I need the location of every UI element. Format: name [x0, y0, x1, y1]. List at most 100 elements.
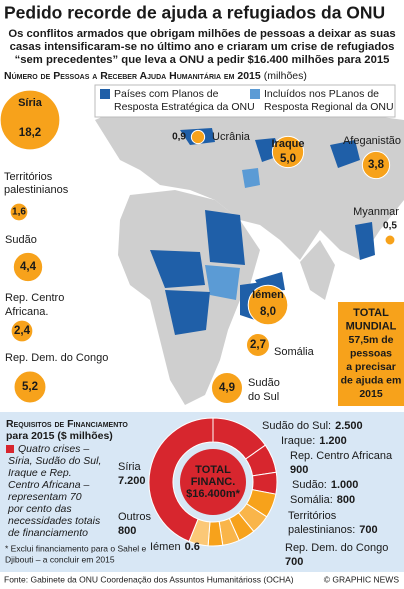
funding-heading: para 2015 ($ milhões)	[6, 430, 113, 442]
bubble-name: Sudão	[248, 377, 280, 389]
funding-label: Territórios	[288, 510, 337, 522]
funding-label: Iraque: 1.200	[281, 435, 347, 447]
funding-value: 900	[290, 464, 308, 476]
center-text: FINANC.	[191, 476, 236, 488]
total-text: 57,5m de	[349, 334, 394, 346]
bubble	[9, 202, 29, 222]
funding-label: palestinianos: 700	[288, 524, 378, 536]
funding-name: Sudão:	[292, 479, 327, 491]
bubble-value: 5,0	[280, 153, 296, 165]
funding-name: Iémen	[150, 541, 181, 553]
note-text: Centro Africana –	[8, 479, 89, 491]
subtitle: Os conflitos armados que obrigam milhões…	[8, 28, 395, 40]
note-text: de financiamento	[8, 527, 88, 539]
title: Pedido recorde de ajuda a refugiados da …	[4, 3, 385, 23]
bubble-name: Rep. Dem. do Congo	[5, 352, 108, 364]
funding-label: Outros	[118, 511, 152, 523]
legend-swatch	[250, 89, 260, 99]
subtitle: casas intensificaram-se no último ano e …	[10, 41, 395, 53]
subtitle: “sem precedentes” que leva a ONU a pedir…	[15, 54, 390, 66]
funding-value: 0.6	[185, 541, 200, 553]
funding-name: Sudão do Sul:	[262, 420, 331, 432]
legend-label: Resposta Estratégica da ONU	[114, 101, 255, 113]
funding-name: Somália:	[290, 494, 333, 506]
total-text: a precisar	[346, 361, 396, 373]
bubble-name: do Sul	[248, 391, 279, 403]
credit: © GRAPHIC NEWS	[324, 574, 400, 584]
bubble-name: Territórios	[4, 171, 53, 183]
legend-label: Incluídos nos PLanos de	[264, 88, 379, 100]
bubble	[271, 135, 305, 169]
funding-name: Rep. Centro Africana	[290, 450, 393, 462]
funding-label: Sudão: 1.000	[292, 479, 358, 491]
bubble-name: Rep. Centro	[5, 292, 64, 304]
funding-label: Sudão do Sul: 2.500	[262, 420, 363, 432]
total-text: 2015	[359, 388, 383, 400]
bubble	[13, 370, 47, 404]
funding-label: Iémen 0.6	[150, 541, 200, 553]
funding-name: Territórios	[288, 510, 337, 522]
funding-heading: Requisitos de Financiamento	[6, 418, 128, 430]
bubble-name: Africana.	[5, 306, 48, 318]
heading-text: Número de Pessoas a Receber Ajuda Humani…	[4, 70, 261, 82]
donut-segment	[148, 417, 214, 543]
source: Fonte: Gabinete da ONU Coordenação dos A…	[4, 574, 294, 584]
funding-name: Rep. Dem. do Congo	[285, 542, 388, 554]
map-highlight	[150, 128, 375, 335]
bubble	[361, 150, 391, 180]
bubble	[0, 89, 61, 151]
bubble	[10, 319, 34, 343]
note-text: por cento das	[7, 503, 72, 515]
bubble	[245, 332, 271, 358]
note-text: Síria, Sudão do Sul,	[8, 455, 101, 467]
bubble-name: Somália	[274, 346, 315, 358]
legend-swatch	[100, 89, 110, 99]
funding-value: 2.500	[335, 420, 363, 432]
bubble-value: 5,2	[22, 381, 38, 393]
center-text: $16.400m*	[186, 488, 241, 500]
funding-label: Síria	[118, 461, 142, 473]
bubble-value: 2,4	[14, 325, 31, 337]
bubble-value: 8,0	[260, 306, 276, 318]
bubble-name: Myanmar	[353, 206, 399, 218]
funding-label: Rep. Dem. do Congo	[285, 542, 388, 554]
bubble	[190, 129, 206, 145]
bubble-name: Ucrânia	[212, 131, 251, 143]
total-box	[338, 302, 404, 406]
legend-label: Países com Planos de	[114, 88, 219, 100]
bubble-value: 4,9	[219, 382, 235, 394]
funding-value: 7.200	[118, 475, 146, 487]
bubble-name: Iraque	[271, 138, 304, 150]
bubble-name: palestinianos	[4, 184, 69, 196]
bubble-value: 3,8	[368, 159, 385, 171]
bubble-value: 18,2	[19, 127, 41, 139]
bubble-value: 4,4	[20, 261, 37, 273]
bubble-name: Iémen	[252, 289, 284, 301]
note-swatch	[6, 445, 14, 453]
bubble	[12, 251, 44, 283]
legend-box	[94, 84, 396, 118]
bubble-value: 0,9	[172, 132, 186, 143]
total-text: MUNDIAL	[346, 320, 397, 332]
bubble-value: 0,5	[383, 221, 397, 232]
funding-value: 700	[359, 524, 377, 536]
funding-value: 800	[337, 494, 355, 506]
note-text: representam 70	[8, 491, 82, 503]
funding-label: Rep. Centro Africana	[290, 450, 393, 462]
funding-label: Somália: 800	[290, 494, 355, 506]
funding-value: 1.000	[331, 479, 359, 491]
funding-name: Iraque:	[281, 435, 315, 447]
funding-value: 1.200	[319, 435, 347, 447]
bubble-value: 1,6	[12, 207, 26, 218]
total-text: TOTAL	[353, 307, 389, 319]
map-heading: Número de Pessoas a Receber Ajuda Humani…	[4, 70, 307, 82]
legend-label: Resposta Regional da ONU	[264, 101, 394, 113]
total-text: de ajuda em	[341, 374, 402, 386]
funding-name: Outros	[118, 511, 152, 523]
bubble-value: 2,7	[250, 339, 266, 351]
note-text: Iraque e Rep.	[8, 467, 72, 479]
note-text: Quatro crises –	[18, 443, 89, 455]
note-text: necessidades totais	[8, 515, 101, 527]
heading-unit: (milhões)	[264, 70, 307, 82]
